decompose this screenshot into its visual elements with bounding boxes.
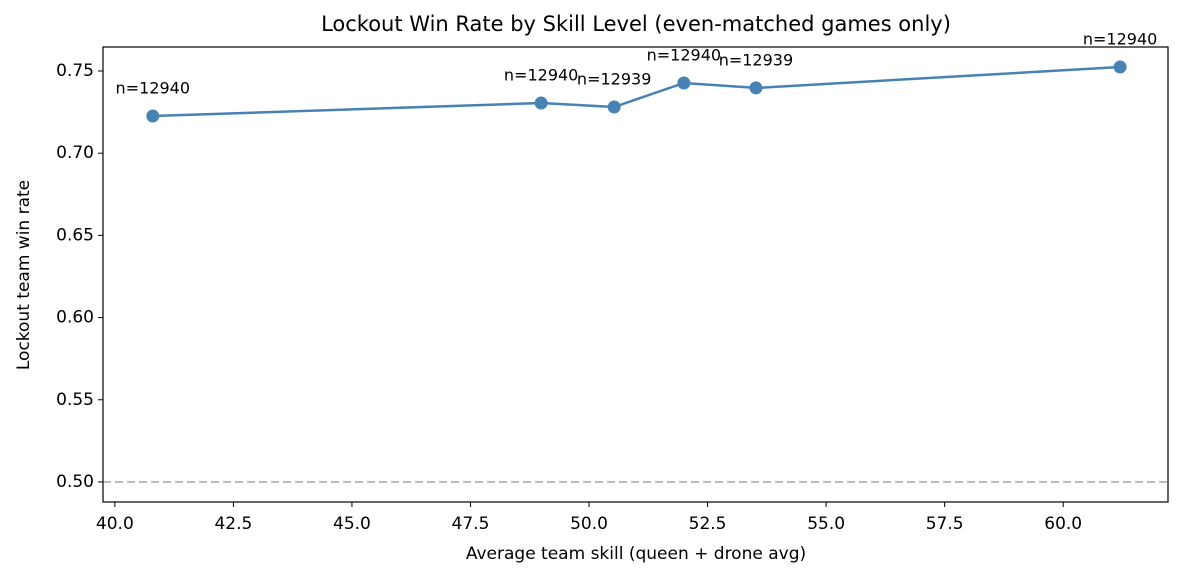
data-point xyxy=(146,109,160,123)
annotation: n=12940 xyxy=(647,45,721,64)
annotation: n=12939 xyxy=(577,69,651,88)
chart-title: Lockout Win Rate by Skill Level (even-ma… xyxy=(321,12,951,36)
annotation: n=12940 xyxy=(1083,30,1157,49)
data-point xyxy=(1113,60,1127,74)
x-tick-label: 45.0 xyxy=(333,514,371,534)
annotation: n=12940 xyxy=(116,79,190,98)
y-tick-label: 0.65 xyxy=(56,225,94,245)
y-tick-label: 0.60 xyxy=(56,308,94,328)
data-point xyxy=(534,96,548,110)
x-axis-label: Average team skill (queen + drone avg) xyxy=(466,544,806,564)
x-tick-label: 40.0 xyxy=(96,514,134,534)
x-tick-label: 50.0 xyxy=(570,514,608,534)
x-tick-label: 42.5 xyxy=(214,514,252,534)
x-tick-label: 55.0 xyxy=(807,514,845,534)
x-tick-label: 47.5 xyxy=(452,514,490,534)
y-tick-label: 0.75 xyxy=(56,61,94,81)
y-tick-label: 0.50 xyxy=(56,472,94,492)
y-tick-label: 0.55 xyxy=(56,390,94,410)
annotation: n=12939 xyxy=(719,50,793,69)
data-point xyxy=(607,100,621,114)
plot-frame xyxy=(102,46,1169,503)
series-line xyxy=(152,65,1121,118)
x-tick-label: 57.5 xyxy=(926,514,964,534)
y-axis-label: Lockout team win rate xyxy=(14,180,34,370)
y-tick-label: 0.70 xyxy=(56,143,94,163)
x-tick-label: 52.5 xyxy=(689,514,727,534)
data-point xyxy=(749,81,763,95)
x-tick-label: 60.0 xyxy=(1044,514,1082,534)
annotation: n=12940 xyxy=(504,66,578,85)
data-point xyxy=(677,76,691,90)
